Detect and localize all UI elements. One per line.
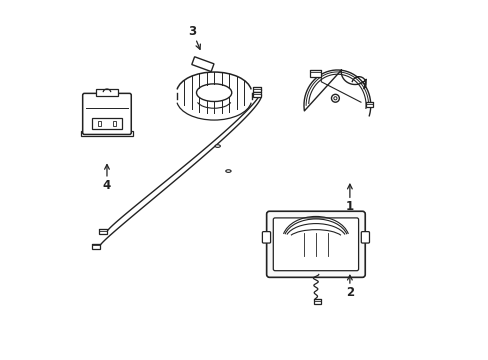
Bar — [113, 121, 116, 126]
FancyBboxPatch shape — [92, 244, 100, 248]
Ellipse shape — [225, 170, 230, 172]
FancyBboxPatch shape — [361, 231, 369, 243]
FancyBboxPatch shape — [309, 69, 321, 77]
Text: 3: 3 — [188, 25, 200, 49]
Bar — [98, 121, 101, 126]
Text: 2: 2 — [345, 275, 353, 299]
FancyBboxPatch shape — [99, 229, 107, 234]
FancyBboxPatch shape — [252, 87, 261, 92]
Bar — [191, 57, 214, 72]
FancyBboxPatch shape — [82, 93, 131, 134]
FancyBboxPatch shape — [262, 231, 270, 243]
FancyBboxPatch shape — [313, 300, 320, 304]
FancyBboxPatch shape — [273, 218, 358, 271]
Ellipse shape — [215, 145, 220, 147]
Bar — [96, 89, 118, 96]
Bar — [81, 131, 133, 136]
Text: 1: 1 — [345, 184, 353, 213]
FancyBboxPatch shape — [252, 92, 261, 97]
FancyBboxPatch shape — [366, 102, 372, 107]
FancyBboxPatch shape — [266, 211, 365, 277]
Text: 4: 4 — [102, 165, 111, 192]
Bar — [92, 118, 122, 129]
